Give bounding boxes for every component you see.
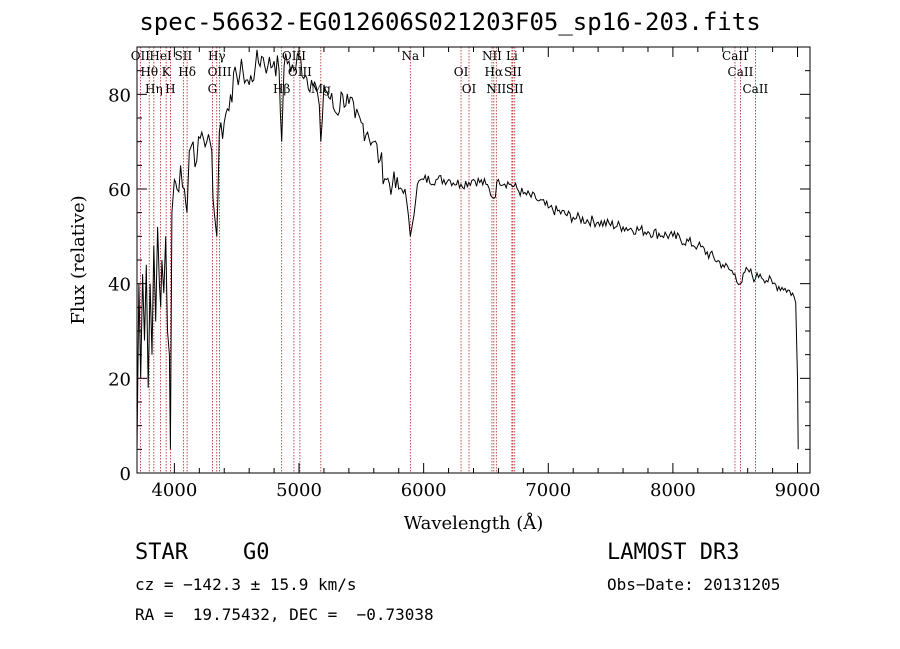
x-tick-label: 7000 (525, 480, 571, 501)
spectral-line-label: OI (462, 82, 477, 96)
spectral-line-label: NII (482, 49, 502, 63)
y-tick-label: 0 (120, 464, 131, 485)
spectral-line-label: H (165, 82, 175, 96)
x-tick-label: 9000 (775, 480, 821, 501)
y-tick-label: 40 (108, 275, 131, 296)
axis-ticks-layer: 4000 5000 6000 7000 8000 9000 0 20 40 60 80 (108, 46, 821, 501)
spectral-line-label: Hθ (140, 65, 158, 79)
spectral-line-label: SII (175, 49, 193, 63)
spectral-line-label: SII (504, 65, 522, 79)
spectral-line-label: Hγ (208, 49, 226, 63)
plot-frame (136, 46, 811, 474)
spectrum-line (136, 49, 799, 450)
spectral-line-label: OIII (282, 49, 306, 63)
spectral-line-label: Na (401, 49, 419, 63)
x-tick-label: 8000 (650, 480, 696, 501)
spectral-line-label: Li (506, 49, 518, 63)
object-subclass: G0 (243, 540, 270, 565)
observation-date: Obs−Date: 20131205 (607, 575, 781, 594)
object-class: STAR (135, 540, 188, 565)
spectral-line-label: SII (506, 82, 524, 96)
emission-lines-layer (139, 47, 756, 473)
spectral-line-label: Hδ (178, 65, 196, 79)
chart-title: spec-56632-EG012606S021203F05_sp16-203.f… (139, 8, 761, 36)
spectral-line-label: HeI (149, 49, 172, 63)
spectral-line-label: OI (454, 65, 469, 79)
survey-name: LAMOST DR3 (607, 540, 740, 565)
spectral-line-label: OII (131, 49, 151, 63)
ra-dec-readout: RA = 19.75432, DEC = −0.73038 (135, 605, 434, 624)
x-axis-label: Wavelength (Å) (404, 512, 544, 534)
spectral-line-label: K (162, 65, 172, 79)
x-tick-label: 5000 (276, 480, 322, 501)
y-axis-label: Flux (relative) (68, 195, 89, 324)
y-tick-label: 80 (108, 85, 131, 106)
spectral-line-label: OIII (208, 65, 232, 79)
spectral-line-label: Hα (485, 65, 504, 79)
spectral-line-label: G (208, 82, 218, 96)
spectral-line-label: CaII (728, 65, 754, 79)
x-tick-label: 4000 (151, 480, 197, 501)
spectral-line-label: NII (486, 82, 506, 96)
redshift-readout: cz = −142.3 ± 15.9 km/s (135, 575, 357, 594)
y-tick-label: 20 (108, 369, 131, 390)
x-tick-label: 6000 (401, 480, 447, 501)
y-tick-label: 60 (108, 180, 131, 201)
spectral-line-label: CaII (722, 49, 748, 63)
spectral-line-label: Hβ (273, 82, 290, 96)
spectral-line-label: CaII (742, 82, 768, 96)
spectral-line-label: Hη (145, 82, 163, 96)
